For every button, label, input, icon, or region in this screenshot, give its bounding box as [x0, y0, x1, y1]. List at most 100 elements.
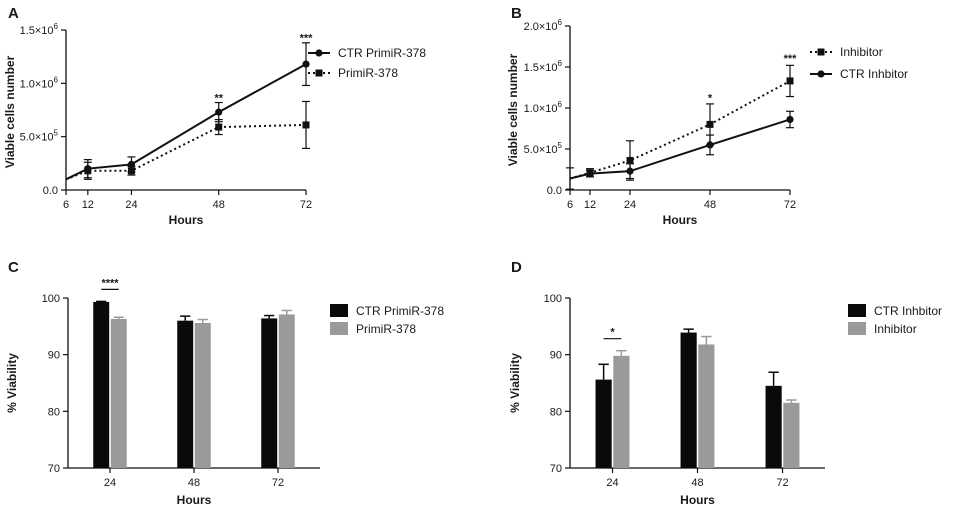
legend-label: Inhibitor: [874, 322, 917, 336]
significance-annotation: ***: [300, 33, 314, 45]
y-tick-base: 1.0×10: [524, 103, 558, 115]
bar: [698, 344, 715, 468]
y-tick-exponent: 6: [558, 100, 563, 109]
x-tick-label: 48: [704, 199, 716, 211]
x-tick-label: 6: [63, 199, 69, 211]
y-tick-exponent: 6: [54, 75, 59, 84]
y-tick-label: 70: [550, 463, 562, 475]
series-line: [569, 80, 791, 180]
x-tick-label: 48: [188, 477, 200, 489]
x-tick-label: 72: [784, 199, 796, 211]
y-axis-label: % Viability: [508, 353, 522, 413]
y-tick-base: 1.5×10: [20, 25, 54, 37]
legend-label: CTR Inhbitor: [874, 304, 942, 318]
y-tick-base: 1.5×10: [524, 62, 558, 74]
panel-letter: A: [8, 5, 19, 22]
x-axis-label: Hours: [169, 213, 204, 227]
y-tick-label: 5.0×105: [524, 141, 563, 156]
data-point: [626, 167, 634, 175]
legend-label: Inhibitor: [840, 45, 883, 59]
series-inhibitor: Inhibitor: [613, 322, 917, 468]
bar: [93, 301, 110, 468]
bar: [110, 318, 127, 468]
significance-annotation: *: [708, 92, 713, 104]
legend-label: PrimiR-378: [338, 66, 398, 80]
bar: [613, 355, 630, 468]
data-point: [586, 170, 594, 178]
bar: [595, 379, 612, 468]
series-line: [65, 123, 307, 181]
y-tick-label: 100: [544, 293, 562, 305]
y-tick-base: 0.0: [547, 185, 562, 197]
y-tick-label: 1.5×106: [20, 22, 59, 37]
y-tick-label: 2.0×106: [524, 18, 563, 33]
y-axis-label: % Viability: [5, 353, 19, 413]
series-ctr-inhbitor: CTR Inhbitor: [595, 304, 942, 468]
series-ctr-primir-378: CTR PrimiR-378: [93, 300, 444, 468]
bar: [261, 318, 278, 468]
significance-annotation: **: [214, 92, 223, 104]
y-tick-label: 100: [42, 293, 60, 305]
y-tick-exponent: 5: [54, 129, 59, 138]
series-inhibitor: Inhibitor: [566, 45, 883, 190]
y-tick-label: 80: [550, 406, 562, 418]
y-tick-label: 5.0×105: [20, 129, 59, 144]
bar: [278, 314, 295, 468]
x-tick-label: 48: [213, 199, 225, 211]
data-point: [302, 121, 310, 129]
y-tick-base: 5.0×10: [20, 132, 54, 144]
y-axis-label: Viable cells number: [3, 55, 17, 168]
x-tick-label: 12: [584, 199, 596, 211]
y-tick-label: 0.0: [43, 185, 58, 197]
y-tick-exponent: 5: [558, 141, 563, 150]
data-point: [786, 115, 794, 124]
panel-letter: D: [511, 259, 522, 276]
legend-swatch: [330, 322, 348, 335]
legend-marker: [817, 48, 825, 56]
x-tick-label: 24: [104, 477, 116, 489]
y-tick-label: 1.5×106: [524, 59, 563, 74]
x-axis-label: Hours: [177, 493, 212, 507]
significance-annotation: *: [610, 327, 615, 339]
panel-letter: B: [511, 5, 522, 22]
significance-annotation: ****: [101, 277, 119, 289]
y-tick-label: 90: [550, 350, 562, 362]
x-tick-label: 24: [624, 199, 636, 211]
data-point: [626, 156, 634, 164]
y-tick-label: 1.0×106: [524, 100, 563, 115]
data-point: [786, 77, 794, 85]
y-tick-label: 90: [48, 350, 60, 362]
x-axis-label: Hours: [663, 213, 698, 227]
x-tick-label: 72: [300, 199, 312, 211]
series-ctr-primir-378: CTR PrimiR-378: [65, 42, 426, 181]
y-tick-label: 70: [48, 463, 60, 475]
significance-annotation: ***: [784, 53, 798, 65]
y-tick-base: 5.0×10: [524, 144, 558, 156]
bar: [680, 332, 697, 468]
y-tick-exponent: 6: [558, 18, 563, 27]
legend-swatch: [848, 322, 866, 335]
legend-marker: [315, 49, 323, 57]
legend-marker: [315, 69, 323, 77]
x-axis-label: Hours: [680, 493, 715, 507]
legend-swatch: [330, 304, 348, 317]
y-tick-exponent: 6: [54, 22, 59, 31]
series-line: [65, 63, 307, 181]
series-primir-378: PrimiR-378: [110, 309, 416, 468]
y-tick-label: 1.0×106: [20, 75, 59, 90]
data-point: [127, 167, 135, 175]
y-tick-exponent: 6: [558, 59, 563, 68]
legend-label: PrimiR-378: [356, 322, 416, 336]
data-point: [302, 60, 310, 68]
series-ctr-inhbitor: CTR Inhbitor: [569, 67, 908, 180]
data-point: [84, 167, 92, 175]
data-point: [706, 141, 714, 149]
data-point: [706, 120, 714, 128]
panel-letter: C: [8, 259, 19, 276]
chart-panel-C: C 70 80 90 100 24 48 72 Hours % Viability CTR Prim…: [5, 259, 444, 507]
x-tick-label: 72: [776, 477, 788, 489]
bar: [194, 322, 211, 468]
chart-panel-D: D 70 80 90 100 24 48 72 Hours % Viability CTR Inhb…: [508, 259, 942, 507]
